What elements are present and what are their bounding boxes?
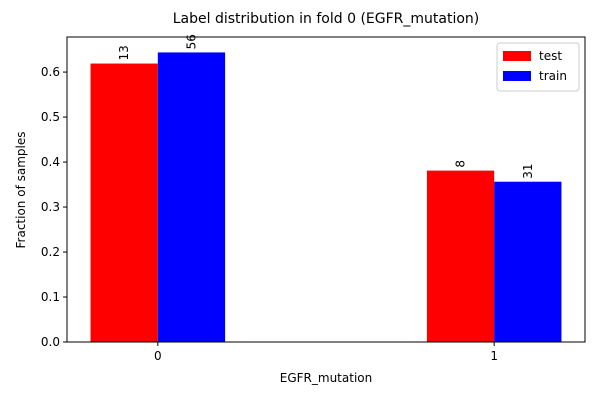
chart-title: Label distribution in fold 0 (EGFR_mutat… <box>173 11 480 27</box>
y-tick-label: 0.4 <box>41 155 60 169</box>
legend-swatch <box>503 51 531 61</box>
x-axis-label: EGFR_mutation <box>280 371 372 385</box>
bar <box>90 63 158 343</box>
legend-box <box>496 42 580 92</box>
y-tick-label: 0.2 <box>41 245 60 259</box>
x-tick-label: 1 <box>490 349 498 363</box>
x-tick-label: 0 <box>154 349 162 363</box>
legend-swatch <box>503 71 531 81</box>
legend-label: test <box>539 49 562 63</box>
y-tick-label: 0.6 <box>41 65 60 79</box>
legend-label: train <box>539 69 567 83</box>
y-tick-label: 0.0 <box>41 335 60 349</box>
bar <box>157 52 226 343</box>
y-tick-label: 0.1 <box>41 290 60 304</box>
y-tick-label: 0.3 <box>41 200 60 214</box>
plot-frame <box>66 36 586 343</box>
y-axis-label: Fraction of samples <box>14 132 28 249</box>
count-label: 31 <box>521 163 535 178</box>
y-tick-label: 0.5 <box>41 110 60 124</box>
bar <box>426 170 495 342</box>
count-label: 56 <box>184 34 198 49</box>
bar <box>494 181 562 342</box>
count-label: 13 <box>117 45 131 60</box>
count-label: 8 <box>454 160 468 168</box>
